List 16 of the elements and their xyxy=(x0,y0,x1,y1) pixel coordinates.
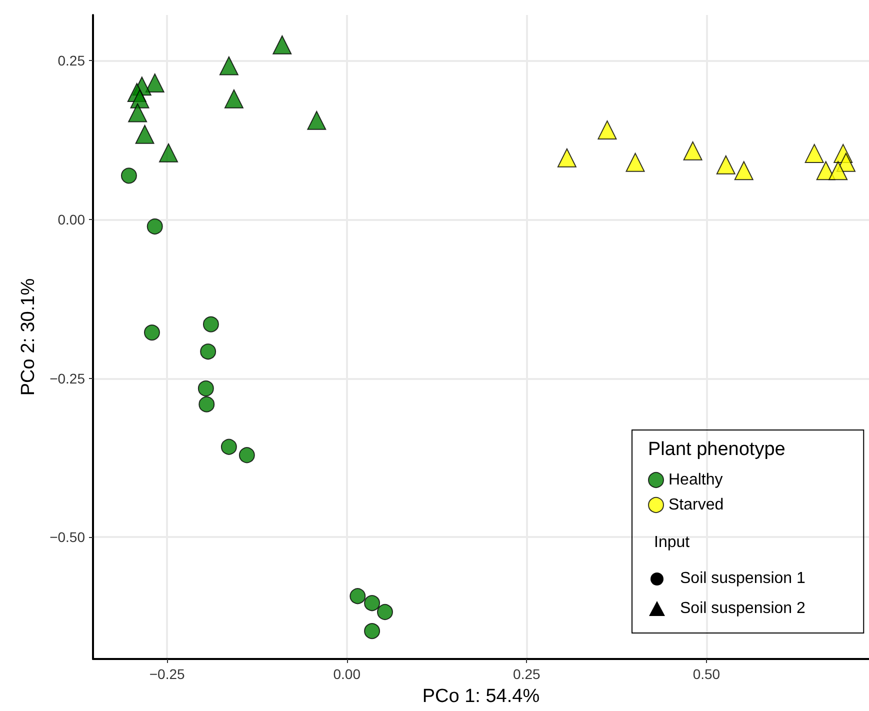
legend-title: Plant phenotype xyxy=(648,439,786,460)
y-tick-label: −0.25 xyxy=(50,370,86,386)
annotation: Soil suspension 2 xyxy=(680,600,806,618)
x-tick-label: 0.25 xyxy=(513,666,541,682)
y-tick-label: −0.50 xyxy=(50,529,86,546)
y-axis-title: PCo 2: 30.1% xyxy=(18,278,39,396)
y-tick-label: 0.25 xyxy=(58,52,86,69)
x-tick-label: −0.25 xyxy=(149,666,185,682)
x-tick-label: 0.00 xyxy=(333,666,361,682)
legend-label: Starved xyxy=(668,496,724,514)
x-axis-title: PCo 1: 54.4% xyxy=(422,686,540,707)
annotation: Soil suspension 1 xyxy=(680,570,806,588)
x-tick-label: 0.50 xyxy=(692,666,720,682)
legend-label: Healthy xyxy=(668,472,723,488)
annotation: Input xyxy=(654,534,691,552)
y-tick-label: 0.00 xyxy=(58,212,86,228)
